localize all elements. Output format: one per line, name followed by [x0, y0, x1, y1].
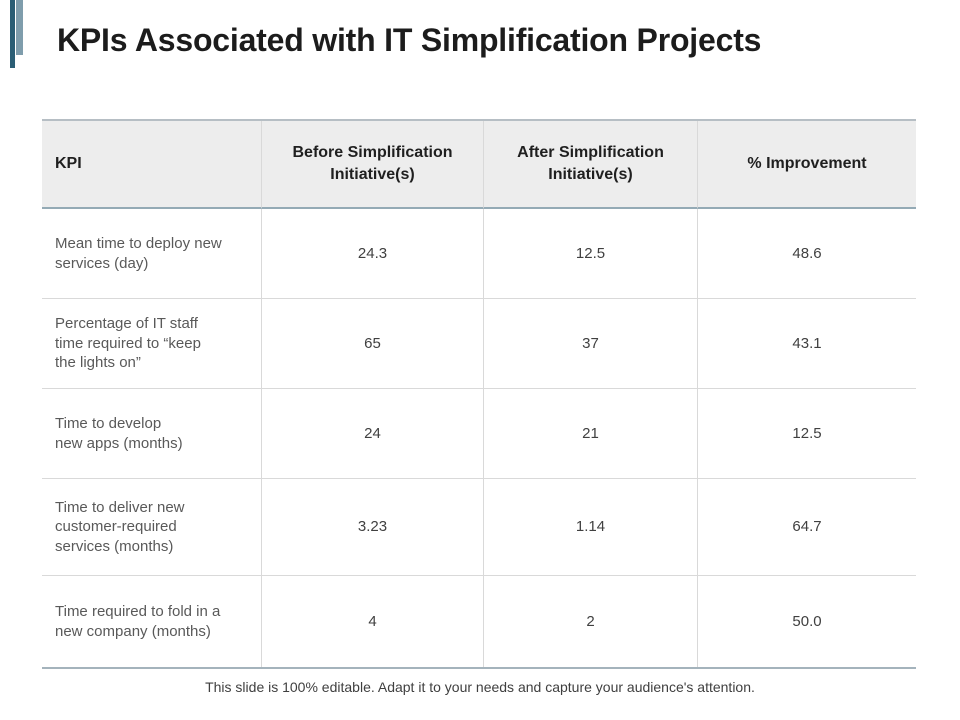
kpi-table: KPI Before Simplification Initiative(s) … [42, 119, 916, 669]
col-header-kpi: KPI [42, 121, 261, 209]
accent-bar-light [16, 0, 23, 55]
slide-title: KPIs Associated with IT Simplification P… [57, 22, 762, 58]
col-header-after: After Simplification Initiative(s) [483, 121, 697, 209]
before-value: 24.3 [261, 209, 483, 299]
kpi-label: Time required to fold in a new company (… [55, 603, 221, 640]
footer-note: This slide is 100% editable. Adapt it to… [205, 679, 755, 695]
after-value: 12.5 [483, 209, 697, 299]
improvement-value: 43.1 [697, 299, 916, 389]
kpi-label: Percentage of IT staff time required to … [42, 299, 261, 389]
accent-bar-dark [10, 0, 15, 68]
before-value: 3.23 [261, 479, 483, 576]
after-value: 37 [483, 299, 697, 389]
improvement-value: 48.6 [697, 209, 916, 299]
before-value: 4 [261, 576, 483, 667]
after-value: 1.14 [483, 479, 697, 576]
improvement-value: 12.5 [697, 389, 916, 479]
kpi-label: Time to develop new apps (months) [42, 389, 261, 479]
after-value: 2 [483, 576, 697, 667]
kpi-label: Mean time to deploy new services (day) [42, 209, 261, 299]
after-value: 21 [483, 389, 697, 479]
before-value: 24 [261, 389, 483, 479]
kpi-label: Time to deliver new customer-required se… [42, 479, 261, 576]
improvement-value: 50.0 [697, 576, 916, 667]
improvement-value: 64.7 [697, 479, 916, 576]
before-value: 65 [261, 299, 483, 389]
col-header-before: Before Simplification Initiative(s) [261, 121, 483, 209]
col-header-improvement: % Improvement [697, 121, 916, 209]
